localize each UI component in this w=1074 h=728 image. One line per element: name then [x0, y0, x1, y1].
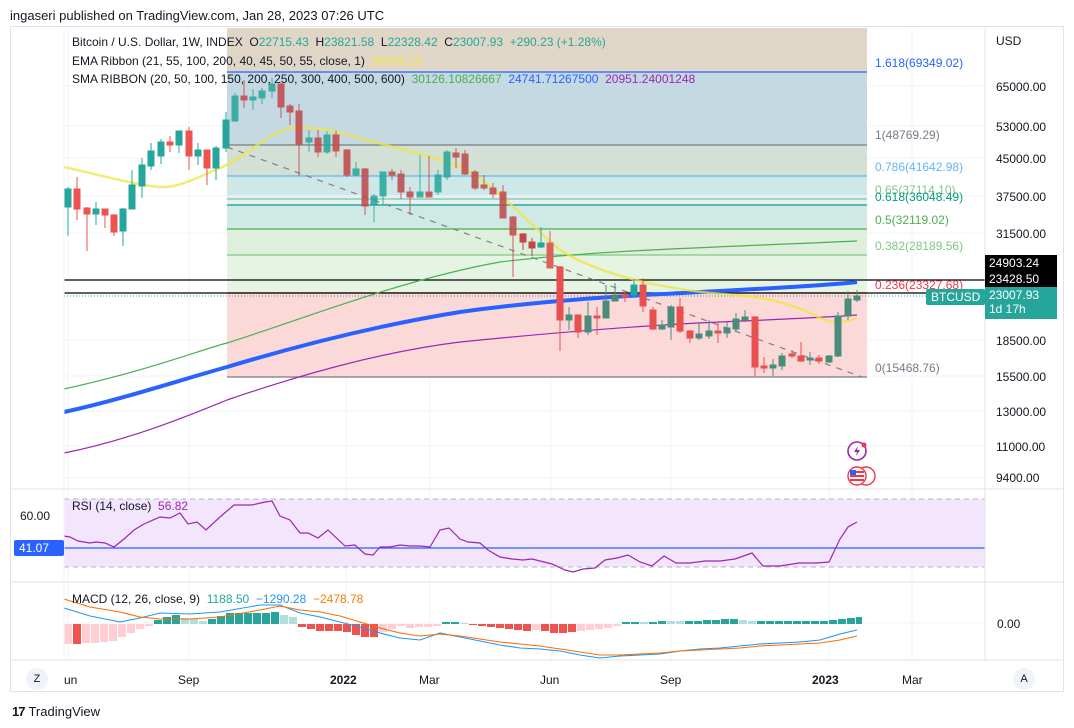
sma-green-line — [63, 240, 858, 390]
last-price-tag: 23007.93 1d 17h — [985, 287, 1057, 319]
fib-label-0: 0(15468.76) — [875, 361, 940, 375]
auto-scale-button[interactable]: A — [1013, 668, 1035, 690]
macd-signal-value: −2478.78 — [312, 592, 364, 606]
sma-legend[interactable]: SMA RIBBON (20, 50, 100, 150, 200, 250, … — [72, 72, 695, 86]
rsi-value: 56.82 — [158, 499, 189, 513]
price-tick: 65000.00 — [996, 80, 1047, 94]
sma-value-2: 24741.71267500 — [508, 72, 599, 86]
change-value: +290.23 (+1.28%) — [509, 35, 606, 49]
low-label: L — [380, 35, 388, 49]
ema-legend[interactable]: EMA Ribbon (21, 55, 100, 200, 40, 45, 50… — [72, 54, 422, 68]
macd-histogram — [64, 612, 862, 644]
price-tick: 53000.00 — [996, 120, 1047, 134]
close-value: 23007.93 — [452, 35, 504, 49]
footer-brand[interactable]: 17 TradingView — [12, 704, 100, 719]
fib-label-0382: 0.382(28189.56) — [875, 239, 964, 253]
fib-zone-1-0786 — [227, 145, 867, 176]
us-flag-event-icon — [847, 466, 876, 486]
price-tick: 9400.00 — [996, 471, 1040, 485]
candles — [64, 78, 861, 376]
price-tick: 13000.00 — [996, 405, 1047, 419]
currency-label: USD — [996, 34, 1022, 48]
rsi-line — [63, 500, 858, 573]
fib-label-0236: 0.236(23327.68) — [875, 278, 964, 292]
time-label-year: 2022 — [330, 673, 357, 687]
price-tick: 37500.00 — [996, 190, 1047, 204]
rsi-level-tag: 41.07 — [14, 540, 64, 556]
macd-line — [63, 604, 858, 659]
rsi-band — [64, 499, 985, 567]
time-label: Jun — [540, 673, 560, 687]
symbol-legend[interactable]: Bitcoin / U.S. Dollar, 1W, INDEX O22715.… — [72, 35, 606, 49]
ema-value: 20026.13 — [371, 54, 422, 68]
tradingview-logo-icon: 17 — [12, 704, 26, 719]
fib-label-065: 0.65(37114.10) — [875, 183, 956, 197]
macd-line-value: −1290.28 — [255, 592, 307, 606]
symbol-price-label: BTCUSD — [926, 289, 986, 305]
ema-title: EMA Ribbon (21, 55, 100, 200, 40, 45, 50… — [72, 54, 365, 68]
symbol-title: Bitcoin / U.S. Dollar, 1W, INDEX — [72, 35, 243, 49]
ema-yellow-line — [63, 126, 858, 324]
close-label: C — [444, 35, 453, 49]
sma-value-1: 30126.10826667 — [411, 72, 502, 86]
fib-label-0618: 0.618(36048.49) — [875, 190, 964, 204]
macd-axis-tick: 0.00 — [997, 617, 1021, 631]
time-label: un — [64, 673, 78, 687]
macd-title: MACD (12, 26, close, 9) — [72, 592, 201, 606]
price-tag-low: 23428.50 — [985, 271, 1057, 287]
sma-title: SMA RIBBON (20, 50, 100, 150, 200, 250, … — [72, 72, 405, 86]
sma-blue-line — [63, 280, 858, 414]
fib-zone-above — [227, 28, 867, 72]
macd-legend[interactable]: MACD (12, 26, close, 9) 1188.50 −1290.28… — [72, 592, 363, 606]
publish-info: ingaseri published on TradingView.com, J… — [10, 8, 385, 23]
sma-purple-line — [63, 314, 858, 454]
fib-label-05: 0.5(32119.02) — [875, 213, 949, 227]
lightning-event-icon — [847, 441, 867, 461]
high-label: H — [315, 35, 325, 49]
price-tick: 18500.00 — [996, 334, 1047, 348]
fib-label-0786: 0.786(41642.98) — [875, 160, 964, 174]
price-tick: 15500.00 — [996, 370, 1047, 384]
open-value: 22715.43 — [258, 35, 309, 49]
price-tick: 45000.00 — [996, 152, 1047, 166]
trend-line — [226, 146, 863, 378]
fib-zone-1618-1 — [227, 72, 867, 145]
open-label: O — [249, 35, 259, 49]
price-tick: 31500.00 — [996, 227, 1047, 241]
fib-label-1618: 1.618(69349.02) — [875, 56, 964, 70]
zoom-button[interactable]: Z — [26, 668, 48, 690]
price-tick: 11000.00 — [996, 440, 1046, 454]
time-label: Mar — [902, 673, 923, 687]
time-label-year: 2023 — [812, 673, 839, 687]
rsi-axis-tick: 60.00 — [20, 509, 51, 523]
rsi-legend[interactable]: RSI (14, close) 56.82 — [72, 499, 188, 513]
time-label: Mar — [419, 673, 440, 687]
high-value: 23821.58 — [324, 35, 375, 49]
signal-line — [63, 598, 858, 656]
brand-name: TradingView — [28, 704, 101, 719]
fib-zone-0618-05 — [227, 206, 867, 229]
fib-label-1: 1(48769.29) — [875, 128, 940, 142]
sma-value-3: 20951.24001248 — [605, 72, 696, 86]
low-value: 22328.42 — [387, 35, 438, 49]
price-tag-high: 24903.24 — [985, 255, 1057, 271]
last-price-value: 23007.93 — [989, 288, 1040, 302]
time-label: Sep — [660, 673, 682, 687]
macd-hist-value: 1188.50 — [206, 592, 250, 606]
rsi-title: RSI (14, close) — [72, 499, 152, 513]
time-label: Sep — [178, 673, 200, 687]
fib-zone-0236-0 — [227, 293, 867, 377]
bar-countdown: 1d 17h — [989, 302, 1026, 316]
